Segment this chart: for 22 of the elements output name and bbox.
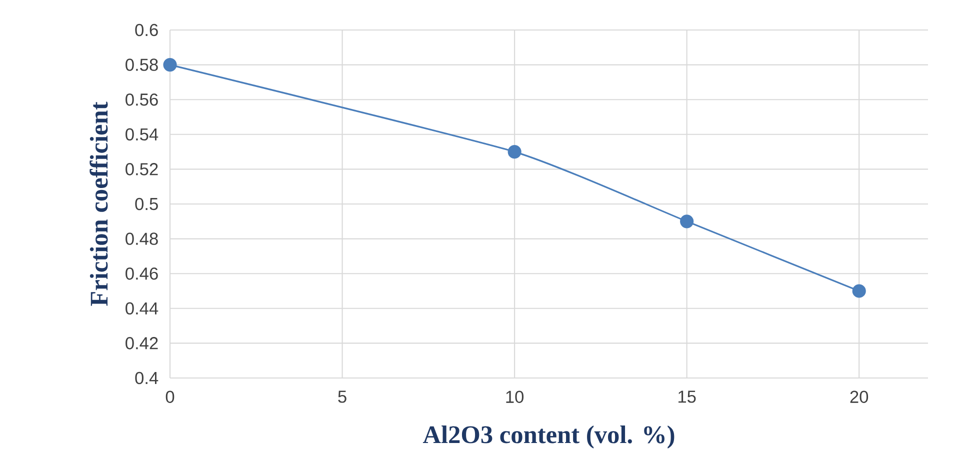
- x-tick-label: 20: [850, 390, 868, 403]
- x-tick-label: 10: [506, 390, 524, 403]
- y-tick-label: 0.52: [126, 163, 158, 176]
- y-tick-label: 0.5: [135, 198, 158, 210]
- y-tick-label: 0.4: [135, 372, 158, 384]
- y-tick-label: 0.6: [135, 24, 158, 36]
- y-tick-label: 0.44: [126, 302, 158, 315]
- x-tick-label: 5: [338, 390, 346, 403]
- y-tick-label: 0.58: [126, 58, 158, 71]
- y-tick-label: 0.54: [126, 128, 158, 141]
- y-axis-title: Friction coefficient: [90, 102, 108, 306]
- point: [163, 58, 177, 72]
- y-tick-label: 0.56: [126, 93, 158, 106]
- y-tick-label: 0.48: [126, 232, 158, 245]
- point: [508, 145, 522, 159]
- point: [680, 214, 694, 228]
- x-axis-title: Al2O3 content (vol. %): [422, 425, 674, 448]
- point: [852, 284, 866, 298]
- x-tick-label: 15: [678, 390, 696, 403]
- y-tick-label: 0.46: [126, 267, 158, 280]
- x-tick-label: 0: [166, 390, 174, 403]
- y-tick-label: 0.42: [126, 337, 158, 350]
